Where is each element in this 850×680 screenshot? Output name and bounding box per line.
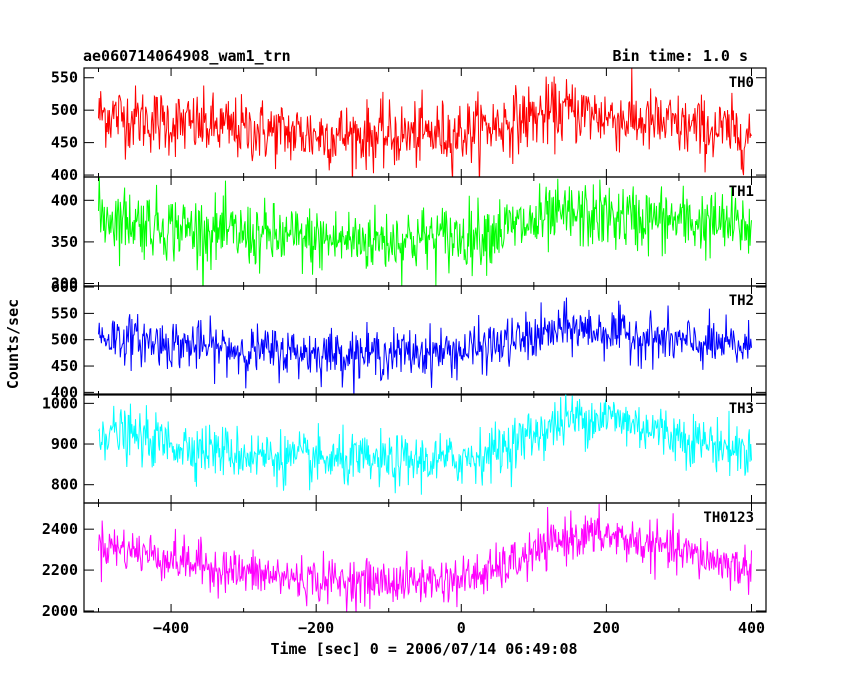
y-tick-label: 500 bbox=[51, 101, 78, 119]
series-label: TH1 bbox=[729, 184, 754, 200]
series-label: TH0123 bbox=[703, 510, 754, 526]
panel-th2: 400 450 500 550 600 TH2 bbox=[51, 278, 767, 401]
x-tick-label: −200 bbox=[298, 619, 334, 637]
panels: 400 450 500 550 TH0 300 350 400 TH1 400 450 500 550 6… bbox=[42, 67, 767, 637]
chart-title: ae060714064908_wam1_trn bbox=[83, 47, 291, 65]
panel-th0: 400 450 500 550 TH0 bbox=[51, 67, 767, 184]
panel-frame bbox=[83, 285, 767, 396]
panel-th3: 800 900 1000 TH3 bbox=[42, 393, 767, 504]
y-tick-label: 450 bbox=[51, 134, 78, 152]
x-tick-label: 200 bbox=[593, 619, 620, 637]
y-axis-label: Counts/sec bbox=[4, 299, 22, 389]
series-line-th3 bbox=[98, 394, 752, 495]
y-tick-label: 450 bbox=[51, 357, 78, 375]
y-tick-label: 1000 bbox=[42, 394, 78, 412]
panel-th1: 300 350 400 TH1 bbox=[51, 176, 767, 293]
series-line-th0123 bbox=[98, 503, 752, 612]
y-tick-label: 2200 bbox=[42, 561, 78, 579]
y-tick-label: 900 bbox=[51, 435, 78, 453]
y-tick-label: 2000 bbox=[42, 602, 78, 620]
y-tick-label: 600 bbox=[51, 278, 78, 296]
series-label: TH3 bbox=[729, 401, 754, 417]
panel-frame bbox=[83, 502, 767, 613]
series-line-th2 bbox=[98, 297, 752, 395]
y-tick-label: 800 bbox=[51, 476, 78, 494]
x-tick-label: −400 bbox=[153, 619, 189, 637]
series-line-th1 bbox=[98, 177, 752, 286]
y-tick-label: 350 bbox=[51, 233, 78, 251]
y-tick-label: 400 bbox=[51, 191, 78, 209]
y-tick-label: 400 bbox=[51, 166, 78, 184]
series-label: TH0 bbox=[729, 75, 754, 91]
y-tick-label: 550 bbox=[51, 304, 78, 322]
y-tick-label: 400 bbox=[51, 383, 78, 401]
series-line-th0 bbox=[98, 68, 752, 177]
series-label: TH2 bbox=[729, 293, 754, 309]
panel-th0123: 2000 2200 2400 TH0123 bbox=[42, 502, 767, 620]
y-tick-label: 300 bbox=[51, 275, 78, 293]
y-tick-label: 2400 bbox=[42, 520, 78, 538]
x-axis-label: Time [sec] 0 = 2006/07/14 06:49:08 bbox=[270, 640, 577, 658]
y-tick-label: 500 bbox=[51, 331, 78, 349]
y-tick-label: 550 bbox=[51, 69, 78, 87]
chart-subtitle: Bin time: 1.0 s bbox=[613, 47, 748, 65]
x-tick-label: 0 bbox=[457, 619, 466, 637]
x-tick-label: 400 bbox=[738, 619, 765, 637]
